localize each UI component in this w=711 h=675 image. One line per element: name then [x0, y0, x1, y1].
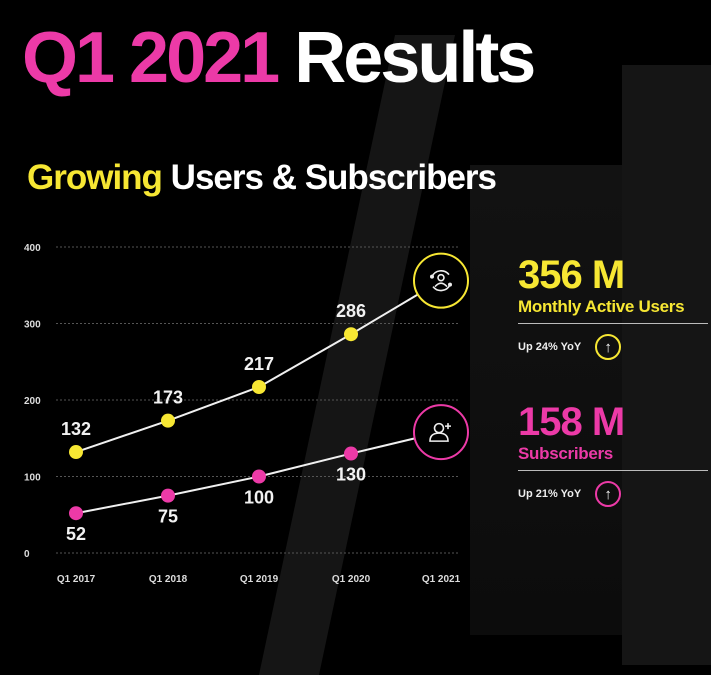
data-point	[344, 327, 358, 342]
subs-yoy: Up 21% YoY	[518, 488, 582, 500]
data-point	[69, 445, 83, 460]
line-chart: 0 100 200 300 400 Q1 2017 Q1 2018 Q1 2019 Q1 202…	[24, 243, 469, 585]
data-point	[161, 413, 175, 428]
data-label: 52	[66, 524, 86, 544]
stat-monthly-active-users: 356 M Monthly Active Users Up 24% YoY ↑	[518, 255, 708, 360]
subtitle-highlight: Growing	[27, 158, 163, 197]
user-add-icon	[429, 422, 451, 442]
divider	[518, 323, 708, 324]
y-tick-label: 400	[24, 243, 41, 254]
arrow-up-icon: ↑	[595, 334, 622, 360]
data-label: 100	[244, 488, 274, 508]
title-rest: Results	[294, 18, 536, 98]
subs-value: 158 M	[518, 400, 625, 444]
mau-value: 356 M	[518, 253, 625, 297]
page-title: Q1 2021 Results	[22, 22, 536, 94]
mau-yoy: Up 24% YoY	[518, 341, 582, 353]
data-label: 173	[153, 388, 183, 408]
page-subtitle: Growing Users & Subscribers	[27, 158, 497, 197]
divider	[518, 470, 708, 471]
data-point	[344, 446, 358, 461]
subs-label: Subscribers	[518, 444, 613, 463]
background-shape	[470, 165, 630, 635]
user-refresh-icon	[430, 270, 453, 292]
x-tick-label: Q1 2018	[149, 574, 188, 585]
mau-label: Monthly Active Users	[518, 297, 685, 316]
x-tick-label: Q1 2019	[240, 574, 279, 585]
stat-subscribers: 158 M Subscribers Up 21% YoY ↑	[518, 402, 708, 507]
background-shape	[622, 65, 711, 665]
data-point	[252, 469, 266, 484]
data-label: 132	[61, 419, 91, 439]
y-tick-label: 200	[24, 396, 41, 407]
y-tick-label: 100	[24, 473, 41, 484]
arrow-up-icon: ↑	[595, 481, 622, 507]
x-tick-label: Q1 2021	[422, 574, 461, 585]
title-highlight: Q1 2021	[22, 18, 280, 98]
data-point	[69, 506, 83, 521]
x-tick-label: Q1 2017	[57, 574, 96, 585]
data-label: 75	[158, 507, 178, 527]
subtitle-rest: Users & Subscribers	[170, 158, 497, 197]
data-label: 217	[244, 354, 274, 374]
data-label: 286	[336, 301, 366, 321]
data-point	[161, 488, 175, 503]
y-tick-label: 300	[24, 320, 41, 331]
y-tick-label: 0	[24, 549, 30, 560]
data-label: 130	[336, 465, 366, 485]
data-point	[252, 379, 266, 394]
x-tick-label: Q1 2020	[332, 574, 371, 585]
